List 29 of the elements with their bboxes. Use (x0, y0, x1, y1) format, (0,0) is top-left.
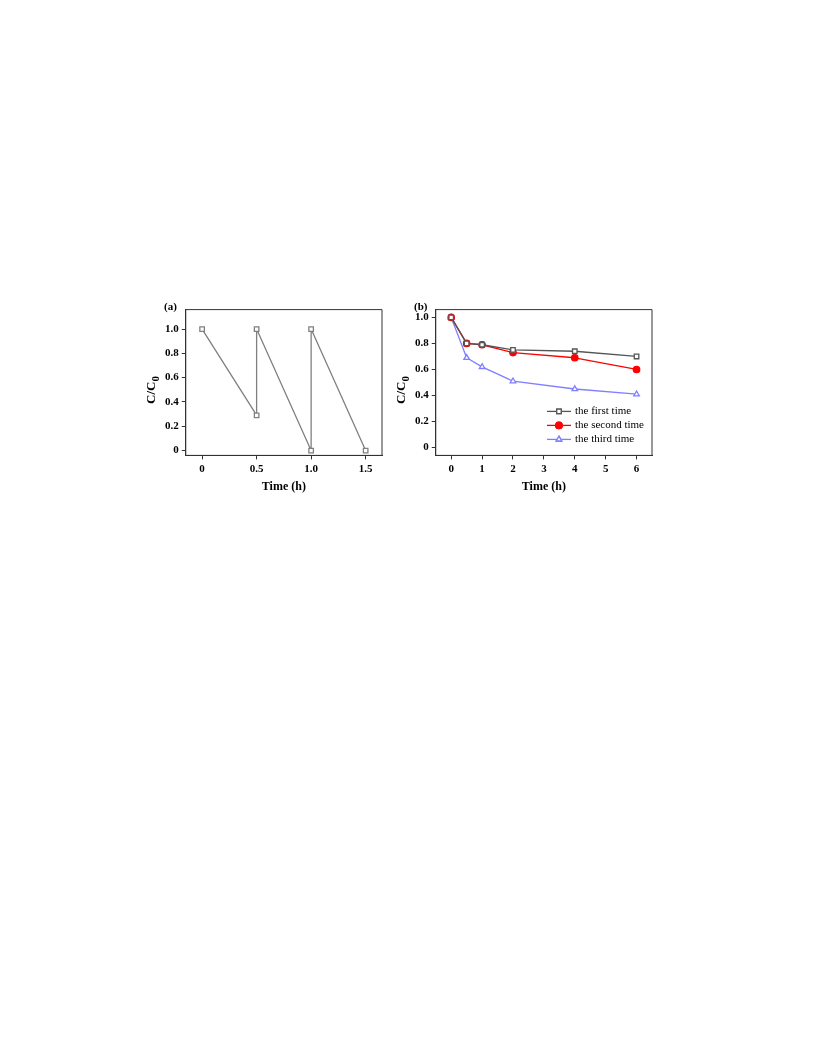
y-tick-label: 0.6 (165, 370, 180, 383)
x-tick-label: 6 (633, 461, 640, 474)
x-tick-label: 0 (448, 461, 455, 474)
y-tick-label: 0.8 (415, 336, 430, 349)
legend-label: the third time (574, 432, 635, 445)
x-tick-label: 1.0 (304, 461, 319, 474)
x-tick-label: 4 (572, 461, 579, 474)
y-tick-label: 0.2 (165, 419, 180, 432)
x-tick-label: 3 (541, 461, 548, 474)
x-tick-label: 0 (199, 461, 206, 474)
y-tick-label: 0.6 (415, 362, 430, 375)
y-tick-label: 0.4 (165, 394, 180, 407)
chart-title: (a) (164, 300, 178, 314)
y-tick-label: 0.2 (415, 414, 430, 427)
x-tick-label: 1.5 (358, 461, 374, 474)
legend-label: the first time (574, 404, 632, 417)
legend-label: the second time (574, 418, 645, 431)
chart-title: (b) (414, 300, 428, 314)
x-tick-label: 0.5 (249, 461, 264, 474)
y-tick-label: 0.8 (165, 346, 180, 359)
y-tick-label: 0 (423, 440, 430, 453)
x-axis-title: Time (h) (261, 478, 306, 493)
y-tick-label: 0.4 (415, 388, 430, 401)
x-tick-label: 2 (510, 461, 517, 474)
y-tick-label: 0 (173, 443, 180, 456)
x-axis-title: Time (h) (521, 478, 566, 493)
y-tick-label: 1.0 (165, 321, 180, 334)
x-tick-label: 5 (602, 461, 609, 474)
x-tick-label: 1 (479, 461, 485, 474)
